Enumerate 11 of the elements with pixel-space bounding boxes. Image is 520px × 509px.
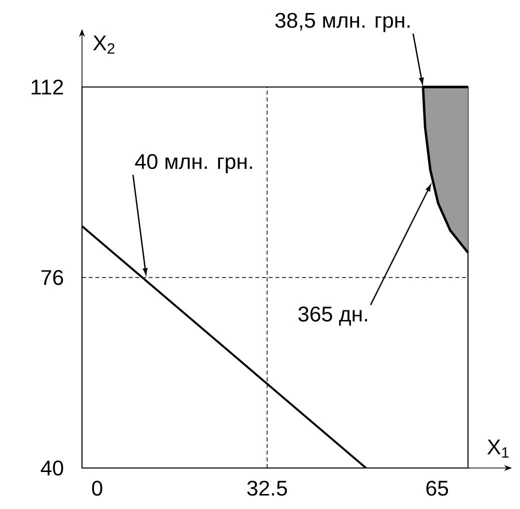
x-tick-label: 0 — [92, 480, 102, 496]
annotation: 40 млн. грн. — [135, 154, 252, 174]
annotation: 365 дн. — [298, 306, 367, 326]
annotation: 38,5 млн. грн. — [275, 12, 410, 32]
y-tick-label: 76 — [41, 270, 64, 286]
y-tick-label: 112 — [32, 80, 63, 94]
x-tick-label: 32.5 — [247, 480, 287, 496]
x-tick-label: 65 — [426, 480, 448, 496]
y-tick-label: 40 — [40, 460, 64, 476]
y-axis-title: X$_{2}$ — [93, 36, 114, 54]
x-axis-title: X$_{1}$ — [487, 440, 509, 458]
